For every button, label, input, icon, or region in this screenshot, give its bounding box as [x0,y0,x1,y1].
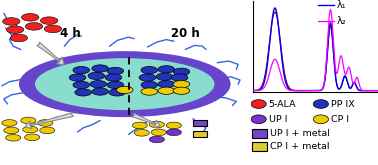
Circle shape [23,126,38,133]
Text: λ₂: λ₂ [336,16,346,26]
Circle shape [139,74,156,81]
Circle shape [6,134,21,141]
Circle shape [134,130,149,136]
Circle shape [25,23,43,30]
Circle shape [69,74,86,81]
Circle shape [158,87,175,94]
Circle shape [173,87,190,94]
Circle shape [151,129,166,136]
Circle shape [4,127,19,134]
Text: λ₁: λ₁ [336,0,346,10]
Circle shape [22,14,39,21]
Circle shape [21,117,36,124]
Circle shape [40,127,55,134]
Circle shape [251,100,266,108]
Circle shape [44,25,62,33]
Text: CP I: CP I [331,115,349,124]
Circle shape [109,89,125,96]
Text: UP I: UP I [269,115,287,124]
Circle shape [107,67,124,75]
Circle shape [10,34,28,42]
Circle shape [107,81,124,89]
Circle shape [92,88,108,95]
Circle shape [132,122,147,129]
Circle shape [38,120,53,126]
Circle shape [73,66,90,74]
Ellipse shape [35,58,214,110]
Circle shape [105,74,122,81]
Text: CP I + metal: CP I + metal [270,142,330,151]
Circle shape [251,115,266,124]
Circle shape [25,134,40,141]
Circle shape [141,88,158,95]
Text: PP IX: PP IX [331,99,355,109]
Circle shape [73,81,90,89]
Circle shape [149,136,164,143]
Bar [193,131,207,137]
Circle shape [141,81,158,89]
Bar [252,129,267,138]
Circle shape [92,65,108,72]
Circle shape [40,17,58,24]
Circle shape [141,66,158,74]
Text: UP I + metal: UP I + metal [270,129,330,138]
Circle shape [156,73,173,80]
Text: 5-ALA: 5-ALA [269,99,296,109]
Bar [193,120,207,126]
Circle shape [173,81,190,88]
Circle shape [6,26,24,33]
Circle shape [313,115,328,124]
Bar [252,143,267,151]
Circle shape [158,81,175,88]
Circle shape [173,68,190,75]
Circle shape [90,81,107,88]
Circle shape [2,120,17,126]
Circle shape [88,72,105,80]
Text: 20 h: 20 h [171,27,200,40]
Circle shape [116,86,133,94]
Circle shape [171,74,188,81]
Circle shape [3,18,20,25]
Circle shape [149,121,164,128]
Circle shape [158,66,175,73]
Circle shape [75,89,91,96]
Circle shape [313,100,328,108]
Text: 4 h: 4 h [60,27,80,40]
Circle shape [166,129,181,136]
Circle shape [166,122,181,129]
Ellipse shape [19,51,231,117]
